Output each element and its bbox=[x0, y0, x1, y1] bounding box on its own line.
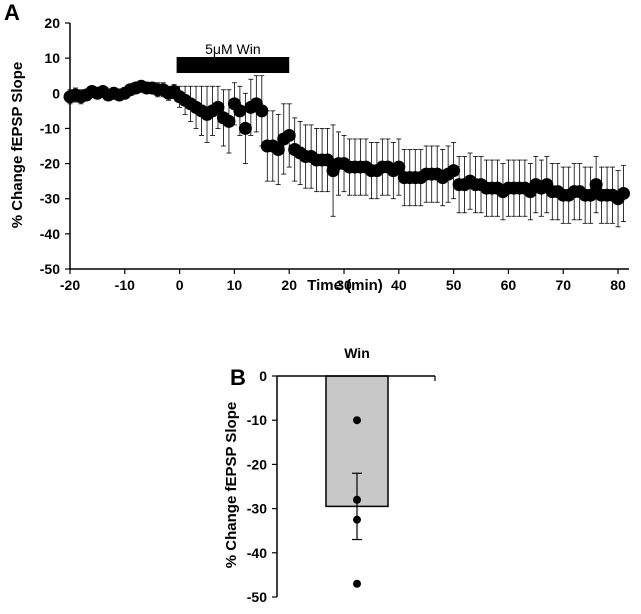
drug-application-annotation: 5μM Win bbox=[176, 41, 290, 73]
panel-a-chart: A % Change fEPSP Slope Time (min) 20 10 0 -… bbox=[4, 0, 631, 294]
panel-a-y-tick-label: 10 bbox=[44, 50, 60, 66]
panel-b-y-tick-label: -30 bbox=[247, 501, 267, 517]
panel-b-y-tick-label: -10 bbox=[247, 412, 267, 428]
panel-a-data-points bbox=[63, 79, 631, 206]
panel-a-data-point bbox=[211, 100, 225, 114]
panel-a-x-tick-label: -10 bbox=[115, 277, 135, 293]
panel-a-x-tick-label: 20 bbox=[281, 277, 297, 293]
panel-a-data-point bbox=[447, 164, 461, 178]
panel-a-data-point bbox=[238, 121, 252, 135]
panel-b-axes: 0 -10 -20 -30 -40 -50 bbox=[247, 368, 436, 605]
panel-a-data-point bbox=[589, 178, 603, 192]
panel-b-chart: B % Change fEPSP Slope Win 0 -10 -20 -30 -40… bbox=[223, 345, 436, 605]
panel-a-x-tick-label: 0 bbox=[176, 277, 184, 293]
panel-b-y-axis-title: % Change fEPSP Slope bbox=[223, 402, 240, 568]
panel-a-data-point bbox=[255, 104, 269, 118]
panel-a-data-point bbox=[271, 143, 285, 157]
panel-b-data-point bbox=[353, 495, 361, 504]
panel-a-data-point bbox=[321, 153, 335, 167]
panel-b-data-point bbox=[353, 579, 361, 588]
panel-a-data-point bbox=[584, 188, 598, 202]
panel-b-data-point bbox=[353, 416, 361, 425]
panel-letter-a: A bbox=[4, 0, 20, 25]
panel-a-data-point bbox=[233, 104, 247, 118]
panel-b-data-points bbox=[353, 416, 361, 588]
panel-a-y-tick-label: -40 bbox=[40, 226, 60, 242]
panel-b-data-point bbox=[353, 515, 361, 524]
drug-application-bar bbox=[176, 57, 290, 73]
panel-a-x-tick-label: 30 bbox=[336, 277, 352, 293]
panel-a-y-tick-label: 20 bbox=[44, 15, 60, 31]
panel-a-data-point bbox=[617, 186, 631, 200]
panel-a-x-tick-label: 60 bbox=[501, 277, 517, 293]
panel-a-x-tick-label: 70 bbox=[555, 277, 571, 293]
panel-a-x-tick-label: 80 bbox=[610, 277, 626, 293]
panel-a-x-tick-label: 10 bbox=[227, 277, 243, 293]
drug-application-label: 5μM Win bbox=[205, 41, 261, 57]
panel-a-x-tick-label: -20 bbox=[60, 277, 80, 293]
panel-a-y-tick-label: -50 bbox=[40, 261, 60, 277]
panel-a-x-tick-label: 50 bbox=[446, 277, 462, 293]
panel-a-y-tick-label: 0 bbox=[52, 85, 60, 101]
panel-a-y-tick-label: -20 bbox=[40, 156, 60, 172]
panel-a-data-point bbox=[282, 128, 296, 142]
panel-a-data-point bbox=[392, 160, 406, 174]
panel-b-y-tick-label: 0 bbox=[259, 368, 267, 384]
panel-letter-b: B bbox=[230, 365, 246, 390]
panel-b-y-tick-label: -20 bbox=[247, 456, 267, 472]
panel-a-data-point bbox=[222, 114, 236, 128]
panel-a-x-axis-title: Time (min) bbox=[307, 277, 383, 294]
panel-a-error-bars bbox=[67, 75, 627, 228]
panel-a-y-tick-label: -30 bbox=[40, 191, 60, 207]
panel-a-y-axis-title: % Change fEPSP Slope bbox=[9, 62, 26, 228]
panel-a-x-tick-label: 40 bbox=[391, 277, 407, 293]
panel-a-y-tick-label: -10 bbox=[40, 120, 60, 136]
panel-b-y-tick-label: -40 bbox=[247, 545, 267, 561]
panel-b-category-label: Win bbox=[344, 345, 370, 361]
panel-b-y-tick-label: -50 bbox=[247, 589, 267, 605]
